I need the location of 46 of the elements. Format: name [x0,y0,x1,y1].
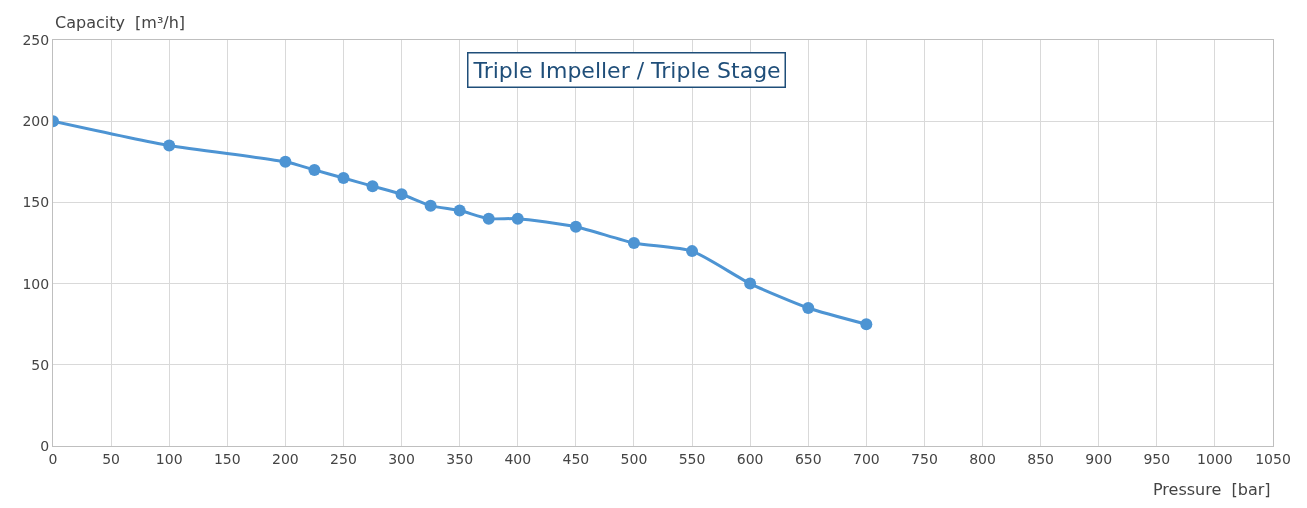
x-tick-label: 850 [1027,450,1054,467]
x-tick-label: 150 [213,450,241,467]
y-tick-label: 200 [22,113,50,130]
x-tick-label: 650 [794,450,822,467]
y-tick-label: 100 [22,275,50,292]
y-tick-label: 0 [40,437,50,454]
x-tick-label: 1050 [1255,450,1291,467]
x-tick-label: 950 [1143,450,1171,467]
x-tick-label: 700 [852,450,880,467]
x-tick-label: 750 [911,450,938,467]
point [395,188,408,201]
x-tick-label: 400 [504,450,532,467]
x-tick-label: 300 [388,450,415,467]
point [482,212,495,225]
x-tick-label: 900 [1085,450,1113,467]
x-tick-label: 600 [736,450,764,467]
x-tick-label: 100 [155,450,183,467]
x-tick-label: 450 [562,450,590,467]
x-tick-label: 250 [330,450,357,467]
point [860,318,873,331]
point [744,277,757,290]
point [308,163,321,176]
y-axis-title: Capacity [m³/h] [55,13,186,32]
point [424,199,437,212]
point [511,212,524,225]
x-tick-label: 200 [272,450,299,467]
y-tick-label: 250 [22,31,50,48]
y-tick-label: 50 [31,356,50,373]
x-tick-label: 800 [969,450,996,467]
x-tick-label: 550 [678,450,706,467]
point [569,220,582,233]
text: Triple Impeller / Triple Stage [472,57,781,83]
y-tick-label: 150 [22,194,50,211]
x-tick-label: 1000 [1197,450,1233,467]
point [337,172,350,185]
x-axis-title: Pressure [bar] [1153,480,1271,499]
point [802,301,815,314]
point [163,139,176,152]
x-tick-label: 50 [102,450,121,467]
point [279,155,292,168]
point [453,204,466,217]
point [627,237,640,249]
x-tick-label: 350 [446,450,474,467]
point [366,180,379,193]
point [686,245,699,258]
x-tick-label: 500 [620,450,648,467]
